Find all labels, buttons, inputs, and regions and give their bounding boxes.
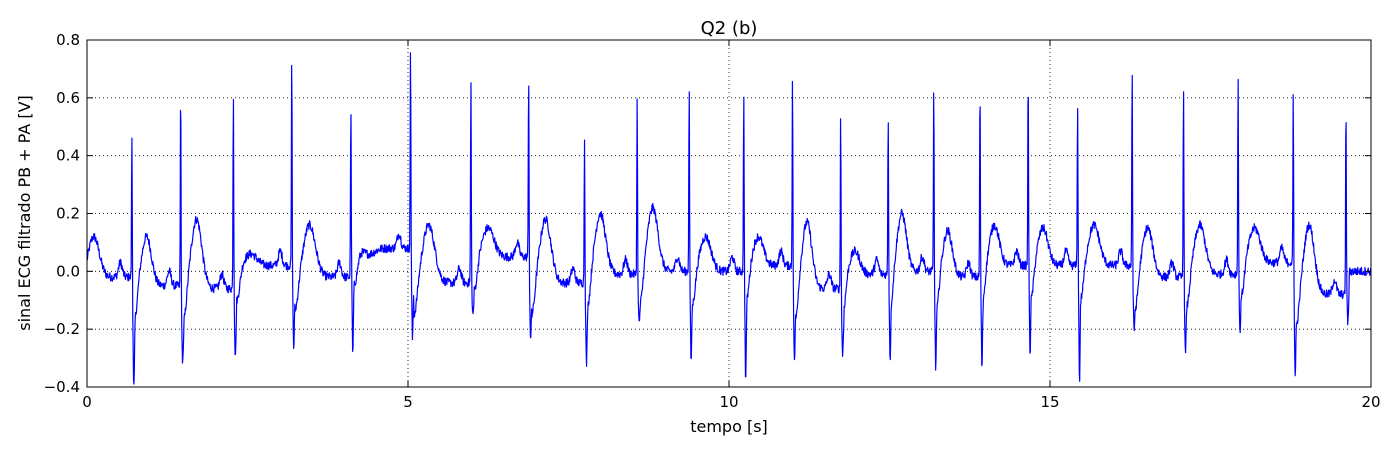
x-tick-label: 0 (82, 393, 92, 411)
y-axis-label: sinal ECG filtrado PB + PA [V] (15, 95, 34, 331)
chart-title: Q2 (b) (701, 18, 758, 39)
y-tick-label: 0.2 (56, 205, 80, 223)
tick-layer: 0 5 10 15 20 −0.4 −0.2 0.0 0.2 0.4 0.6 0.8 (44, 31, 1381, 411)
y-tick-label: −0.2 (44, 320, 80, 338)
grid-layer (87, 40, 1371, 387)
y-tick-label: −0.4 (44, 378, 80, 396)
y-tick-label: 0.6 (56, 89, 80, 107)
y-tick-label: 0.8 (56, 31, 80, 49)
x-tick-label: 20 (1361, 393, 1380, 411)
y-tick-label: 0.0 (56, 262, 80, 280)
ecg-series-line (87, 53, 1371, 384)
x-tick-label: 15 (1040, 393, 1059, 411)
plot-layer (87, 53, 1371, 384)
x-tick-label: 5 (403, 393, 413, 411)
x-axis-label: tempo [s] (690, 417, 768, 436)
y-tick-label: 0.4 (56, 147, 80, 165)
x-tick-label: 10 (719, 393, 738, 411)
